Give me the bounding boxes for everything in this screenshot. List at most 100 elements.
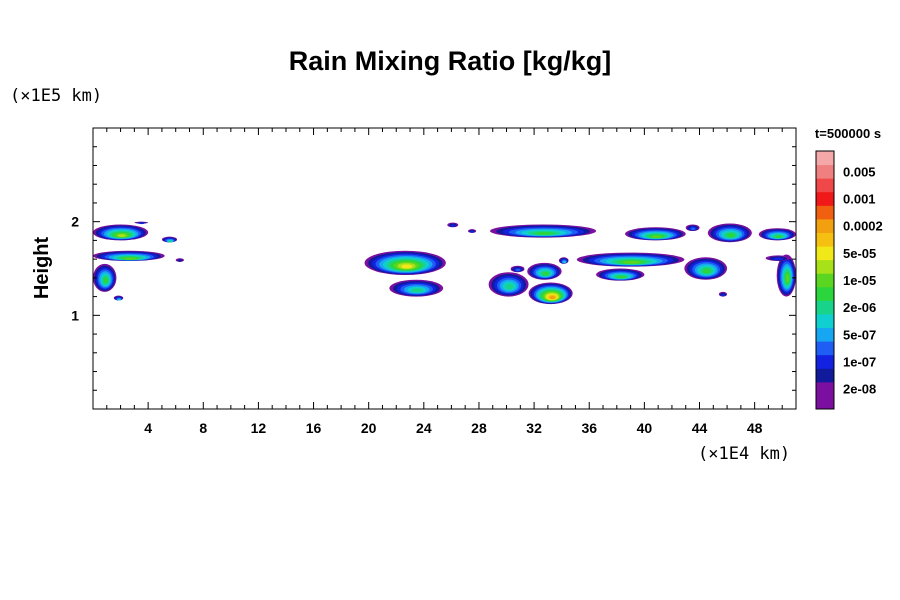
contour-level (702, 268, 711, 274)
colorbar-label: 0.001 (843, 192, 876, 207)
colorbar-frame (815, 150, 835, 410)
colorbar-label: 0.0002 (843, 219, 883, 234)
cloud-region (389, 279, 444, 297)
x-tick-label: 4 (144, 420, 152, 436)
cloud-region (134, 221, 149, 225)
contour-level (651, 235, 662, 238)
x-tick-label: 24 (416, 420, 432, 436)
contour-level (470, 230, 475, 233)
colorbar-swatch (816, 259, 834, 274)
cloud-region (113, 295, 124, 301)
colorbar-swatch (816, 273, 834, 288)
cloud-region (685, 224, 700, 232)
cloud-region (707, 223, 752, 243)
x-axis: 4 8 12 16 20 24 28 32 36 40 44 48 (106, 128, 783, 436)
colorbar-swatch (816, 327, 834, 342)
colorbar-label: 1e-07 (843, 354, 876, 369)
cloud-region (447, 222, 459, 228)
cloud-region (93, 250, 165, 262)
cloud-region (684, 257, 728, 280)
x-tick-label: 8 (199, 420, 207, 436)
cloud-region (596, 268, 645, 281)
colorbar-swatch (816, 218, 834, 233)
cloud-region (558, 257, 569, 264)
cloud-region (161, 236, 178, 243)
y-axis-label: Height (31, 237, 53, 300)
cloud-region (93, 224, 149, 241)
contour-level (138, 222, 145, 225)
x-tick-label: 32 (526, 420, 542, 436)
colorbar-swatch (816, 395, 834, 410)
contour-level (505, 283, 514, 290)
colorbar-swatch (816, 205, 834, 220)
contour-level (124, 257, 137, 260)
colorbar-swatch (816, 151, 834, 166)
x-tick-label: 40 (637, 420, 653, 436)
x-tick-label: 20 (361, 420, 377, 436)
cloud-region (625, 227, 686, 241)
x-tick-label: 36 (581, 420, 597, 436)
contour-level (103, 277, 108, 284)
colorbar-swatch (816, 178, 834, 193)
colorbar-label: 5e-05 (843, 246, 876, 261)
x-tick-label: 28 (471, 420, 487, 436)
colorbar-label: 0.005 (843, 164, 876, 179)
contour-level (515, 268, 521, 272)
contour-level (772, 257, 784, 261)
colorbar-swatch (816, 341, 834, 356)
cloud-region (527, 262, 562, 280)
colorbar-swatch (816, 300, 834, 315)
time-label: t=500000 s (815, 126, 881, 141)
cloud-region (488, 272, 529, 297)
cloud-region (467, 229, 477, 233)
contour-field (93, 221, 796, 305)
colorbar-label: 5e-07 (843, 327, 876, 342)
cloud-region (776, 254, 796, 297)
contour-level (616, 275, 626, 279)
colorbar-swatch (816, 191, 834, 206)
x-tick-label: 48 (747, 420, 763, 436)
plot-frame (92, 127, 797, 410)
contour-level (450, 224, 456, 227)
contour-level (411, 288, 423, 293)
contour-level (534, 232, 554, 235)
cloud-region (510, 265, 525, 273)
colorbar-label: 1e-05 (843, 273, 876, 288)
contour-level (726, 233, 735, 238)
contour-level (168, 240, 172, 243)
contour-level (542, 271, 549, 276)
cloud-region (489, 224, 597, 238)
y-tick-label: 1 (71, 307, 79, 323)
colorbar-swatch (816, 246, 834, 261)
cloud-region (576, 252, 685, 267)
colorbar-swatch (816, 368, 834, 383)
cloud-region (364, 250, 446, 276)
contour-level (563, 261, 566, 264)
colorbar-label: 2e-06 (843, 300, 876, 315)
contour-level (549, 295, 556, 300)
y-axis: 12 (71, 146, 796, 391)
cloud-region (175, 258, 184, 262)
cloud-region (718, 291, 728, 297)
contour-level (117, 234, 127, 238)
contour-level (774, 235, 782, 239)
y-tick-label: 2 (71, 214, 79, 230)
colorbar-label: 2e-08 (843, 382, 876, 397)
cloud-region (758, 228, 796, 241)
colorbar: 2e-08 1e-07 5e-07 2e-06 1e-05 5e-05 0.0002 0.00… (815, 150, 883, 410)
contour-level (177, 259, 183, 262)
x-tick-label: 12 (251, 420, 267, 436)
colorbar-swatch (816, 354, 834, 369)
contour-level (721, 293, 726, 297)
contour-level (401, 264, 413, 269)
cloud-region (765, 255, 791, 262)
colorbar-swatch (816, 313, 834, 329)
colorbar-swatch (816, 232, 834, 247)
cloud-region (93, 263, 117, 292)
colorbar-swatch (816, 286, 834, 301)
colorbar-swatch (816, 381, 834, 396)
x-axis-multiplier: (×1E4 km) (698, 444, 791, 464)
colorbar-swatch (816, 164, 834, 179)
contour-level (785, 274, 790, 283)
